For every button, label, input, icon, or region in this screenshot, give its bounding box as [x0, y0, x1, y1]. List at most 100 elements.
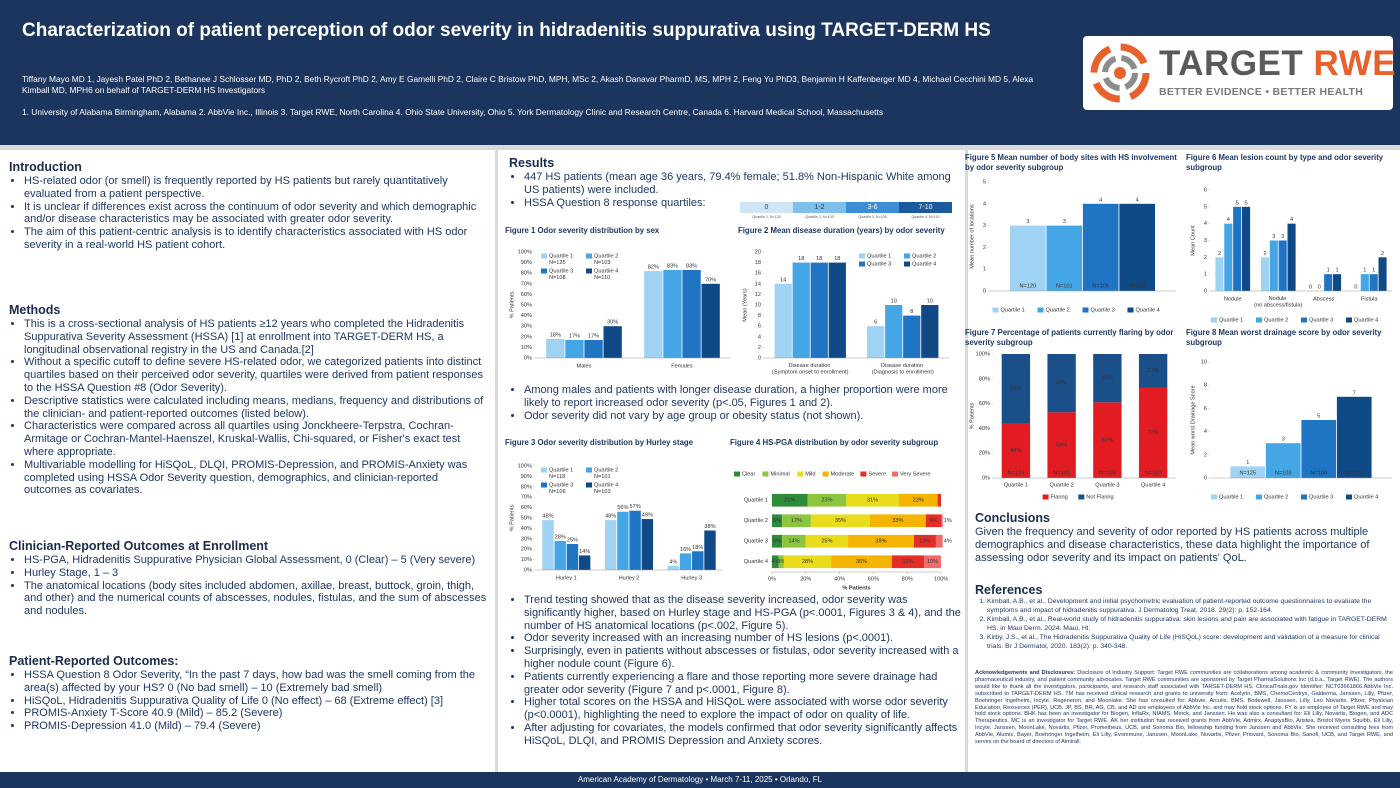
n-label: N=110 — [1129, 283, 1145, 289]
list-item: After adjusting for covariates, the mode… — [524, 722, 961, 748]
quartile-range: 0 — [740, 202, 793, 213]
bar-segment — [782, 514, 811, 528]
value-label: 48% — [605, 514, 616, 520]
y-axis-label: Mean Count — [1190, 225, 1196, 256]
bar — [546, 338, 565, 358]
list-item: HS-PGA, Hidradenitis Suppurative Physici… — [24, 554, 487, 567]
value-label: 39% — [875, 539, 886, 545]
y-tick-label: 90% — [521, 260, 532, 266]
n-label: N=101 — [1053, 470, 1070, 476]
value-label: 1 — [1363, 268, 1366, 274]
bar — [701, 283, 720, 358]
figure-title: Figure 8 Mean worst drainage score by od… — [1186, 328, 1382, 347]
bullet-list: HSSA Question 8 Odor Severity, “In the p… — [9, 669, 487, 733]
clinician-outcomes: Clinician-Reported Outcomes at Enrollmen… — [9, 539, 487, 618]
x-tick-label: 60% — [868, 576, 879, 582]
bar — [1009, 225, 1046, 291]
text-line: Disease duration — [788, 363, 832, 369]
figure: Figure 6 Mean lesion count by type and o… — [1186, 153, 1396, 325]
value-label: 3 — [1272, 234, 1275, 240]
bar-segment — [870, 514, 926, 528]
value-label: 5 — [1317, 413, 1320, 419]
bullet-list: This is a cross-sectional analysis of HS… — [9, 318, 487, 497]
legend-swatch — [1301, 317, 1307, 323]
bar — [617, 511, 629, 570]
bar — [542, 520, 554, 570]
x-tick-label: Nodule (no abscess/fistula) — [1254, 296, 1302, 309]
y-tick-label: 100% — [518, 249, 532, 255]
y-tick-label: 4 — [1204, 221, 1207, 227]
value-label: 21% — [784, 498, 795, 504]
value-label: 18% — [550, 332, 561, 338]
list-item: Surprisingly, even in patients without a… — [524, 645, 961, 671]
bar — [1360, 274, 1369, 291]
y-tick-label: 30% — [521, 536, 532, 542]
bar-segment — [772, 514, 783, 528]
legend-swatch — [1082, 307, 1089, 313]
x-tick-label: Quartile 1 — [1004, 482, 1028, 488]
y-tick-label: 6 — [758, 324, 761, 330]
bar — [1324, 274, 1333, 291]
legend-swatch — [541, 482, 547, 488]
legend-n: N=101 — [594, 474, 611, 480]
value-label: 25% — [821, 539, 832, 545]
value-label: 83% — [667, 264, 678, 270]
value-label: 39% — [1102, 376, 1113, 382]
value-label: 0 — [1354, 284, 1357, 290]
x-tick-label: Females — [671, 363, 693, 369]
x-tick-label: 40% — [834, 576, 845, 582]
y-tick-label: 0 — [758, 355, 761, 361]
legend-label: Quartile 4 — [1354, 317, 1378, 323]
bar — [667, 565, 680, 570]
y-tick-label: 80% — [521, 484, 532, 490]
legend-n: N=103 — [594, 260, 611, 266]
legend-label: Minimal — [771, 471, 790, 477]
bar — [810, 262, 828, 358]
chart: 0% 20% 40% 60% 80% 100% % Patients 44% 56% N=120 5… — [969, 351, 1176, 500]
legend-n: N=110 — [594, 275, 610, 281]
y-tick-label: 60% — [521, 292, 532, 298]
list-item: Without a specific cutoff to define seve… — [24, 356, 487, 394]
chart: 0 2 4 6 8 10 Mean worst Drainage Score 1 N=125 3 N… — [1190, 359, 1392, 500]
value-label: 56% — [1010, 386, 1021, 392]
legend-swatch — [1037, 307, 1044, 313]
value-label: 1 — [1246, 460, 1249, 466]
figure-title: Figure 7 Percentage of patients currentl… — [965, 328, 1174, 347]
y-tick-label: 70% — [521, 281, 532, 287]
x-tick-label: Males — [577, 363, 592, 369]
legend-swatch — [822, 471, 829, 477]
bar — [1278, 240, 1287, 291]
list-item: 447 HS patients (mean age 36 years, 79.4… — [524, 171, 961, 197]
value-label: 5 — [1244, 200, 1247, 206]
legend-label: Quartile 1 — [549, 253, 573, 259]
text-line: (Symptom onset to enrollment) — [772, 370, 849, 376]
value-label: 14 — [780, 277, 786, 283]
value-label: 31% — [867, 498, 878, 504]
legend-swatch — [1256, 317, 1262, 323]
y-tick-label: 90% — [521, 474, 532, 480]
bar — [604, 520, 617, 570]
bar — [1260, 257, 1269, 291]
value-label: 38% — [704, 524, 715, 530]
legend-swatch — [586, 268, 592, 274]
section-heading: Methods — [9, 303, 61, 317]
bar-segment — [924, 555, 941, 569]
list-item: The aim of this patient-centric analysis… — [24, 226, 487, 252]
bar — [566, 544, 579, 570]
n-label: N=120 — [1019, 283, 1036, 289]
y-tick-label: Quartile 4 — [744, 559, 768, 565]
logo-ring — [1090, 43, 1150, 103]
y-tick-label: 10% — [521, 345, 532, 351]
legend-label: Quartile 4 — [1354, 494, 1378, 500]
legend-label: Quartile 3 — [549, 268, 573, 274]
bar — [641, 519, 654, 570]
value-label: 17% — [569, 333, 580, 339]
bar-segment — [1047, 354, 1076, 413]
x-tick-label: Hurley 1 — [556, 575, 577, 581]
legend-label: Quartile 4 — [594, 268, 618, 274]
y-tick-label: 16 — [755, 271, 761, 277]
bar — [565, 339, 584, 358]
bar — [1233, 206, 1242, 291]
value-label: 4% — [669, 559, 677, 565]
value-label: 73% — [1148, 430, 1159, 436]
